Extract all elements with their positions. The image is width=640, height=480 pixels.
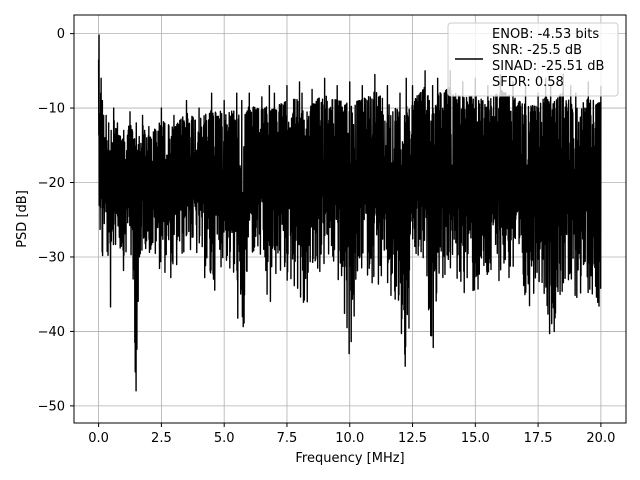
legend-sinad: SINAD: -25.51 dB <box>492 59 604 74</box>
y-tick-label: −30 <box>38 250 65 265</box>
x-tick-label: 20.0 <box>586 431 615 446</box>
x-tick-label: 12.5 <box>398 431 427 446</box>
x-tick-label: 15.0 <box>461 431 490 446</box>
x-tick-label: 5.0 <box>214 431 235 446</box>
psd-series-line <box>97 34 602 392</box>
y-tick-label: −50 <box>38 399 65 414</box>
y-axis-label: PSD [dB] <box>15 190 30 248</box>
x-tick-label: 17.5 <box>524 431 553 446</box>
y-tick-label: −20 <box>38 176 65 191</box>
x-axis-label: Frequency [MHz] <box>295 451 404 466</box>
plot-area <box>97 34 602 392</box>
x-axis: 0.0 2.5 5.0 7.5 10.0 12.5 15.0 17.5 20.0 <box>88 423 615 446</box>
legend-snr: SNR: -25.5 dB <box>492 43 582 58</box>
legend-sfdr: SFDR: 0.58 <box>492 75 564 90</box>
x-tick-label: 10.0 <box>335 431 364 446</box>
x-tick-label: 0.0 <box>88 431 109 446</box>
x-tick-label: 7.5 <box>277 431 298 446</box>
x-tick-label: 2.5 <box>151 431 172 446</box>
legend: ENOB: -4.53 bits SNR: -25.5 dB SINAD: -2… <box>447 22 619 97</box>
y-tick-label: 0 <box>57 27 65 42</box>
y-tick-label: −10 <box>38 102 65 117</box>
y-tick-label: −40 <box>38 325 65 340</box>
legend-enob: ENOB: -4.53 bits <box>492 27 599 42</box>
legend-box <box>447 22 619 97</box>
y-axis: 0 −10 −20 −30 −40 −50 <box>38 27 74 414</box>
